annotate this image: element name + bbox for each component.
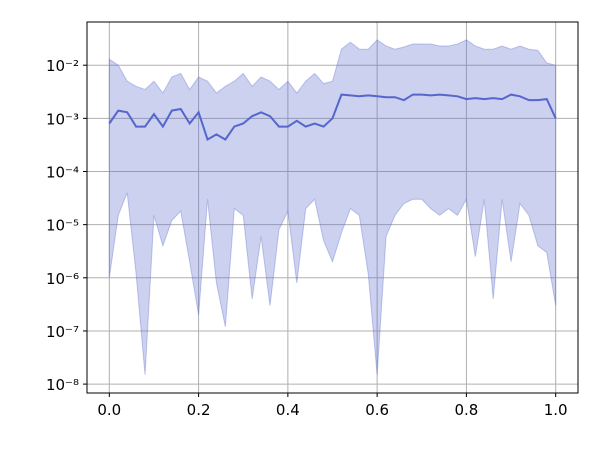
y-tick-label: 10⁻⁶ [46, 270, 79, 288]
y-tick-label: 10⁻⁷ [46, 323, 79, 341]
y-tick-label: 10⁻³ [46, 110, 79, 128]
y-tick-label: 10⁻⁵ [46, 217, 79, 235]
x-tick-label: 0.6 [365, 401, 389, 419]
y-tick-label: 10⁻⁸ [46, 376, 79, 394]
x-tick-label: 0.4 [276, 401, 300, 419]
x-tick-label: 0.2 [187, 401, 211, 419]
band [108, 39, 557, 375]
line [108, 93, 557, 141]
x-tick-label: 1.0 [544, 401, 568, 419]
y-tick-label: 10⁻² [46, 57, 79, 75]
x-tick-label: 0.0 [97, 401, 121, 419]
x-tick-label: 0.8 [454, 401, 478, 419]
y-tick-label: 10⁻⁴ [46, 164, 79, 182]
plot-frame [86, 21, 579, 394]
